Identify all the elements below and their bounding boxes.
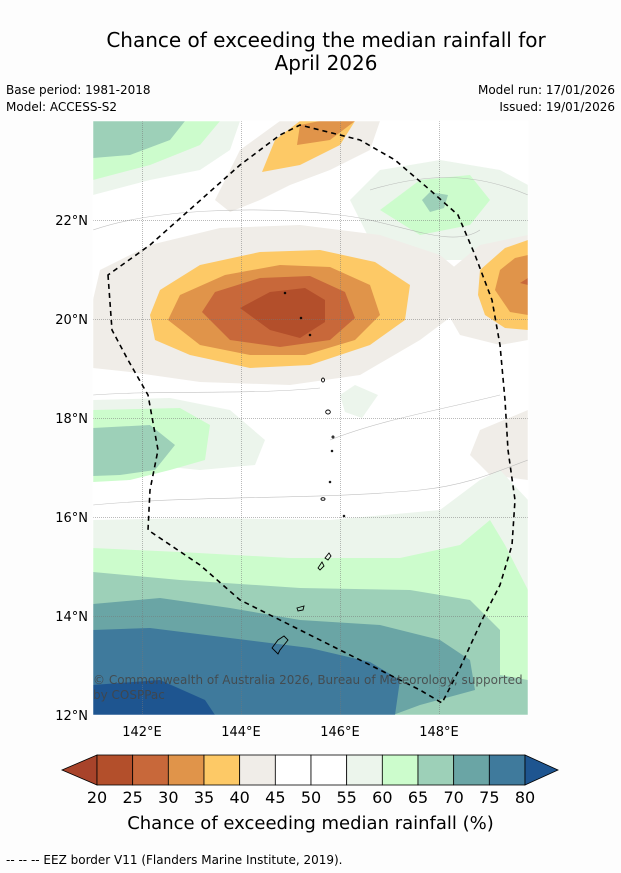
region-45-50-southeast <box>470 410 528 480</box>
eez-border <box>107 124 516 705</box>
copyright-notice: © Commonwealth of Australia 2026, Bureau… <box>93 673 523 702</box>
colorbar-tick-30: 30 <box>158 788 178 807</box>
colorbar-tick-20: 20 <box>87 788 107 807</box>
asuncion-island <box>308 333 312 337</box>
region-60-65-mid <box>340 385 378 418</box>
title-line-2: April 2026 <box>274 51 378 75</box>
colorbar-tick-35: 35 <box>194 788 214 807</box>
model-run: Model run: 17/01/2026 <box>477 83 615 97</box>
eez-footer-note: -- -- -- EEZ border V11 (Flanders Marine… <box>6 853 343 867</box>
grid-lines <box>93 121 528 715</box>
meta-left: Base period: 1981-2018 Model: ACCESS-S2 <box>6 82 151 116</box>
lat-label-20: 20°N <box>55 313 88 328</box>
alamagan-island <box>342 514 346 518</box>
colorbar-tick-60: 60 <box>372 788 392 807</box>
islands <box>271 291 346 655</box>
colorbar-bin-9 <box>417 754 455 786</box>
colorbar: 20 25 30 35 40 45 50 55 60 65 70 75 80 <box>60 754 559 807</box>
maug-island <box>299 316 303 320</box>
agrihan-island <box>321 377 325 383</box>
meta-right: Model run: 17/01/2026 Issued: 19/01/2026 <box>478 82 615 116</box>
region-20-25-center <box>240 288 325 338</box>
lon-label-146: 146°E <box>320 725 360 740</box>
saipan-island <box>324 552 332 561</box>
colorbar-tick-50: 50 <box>301 788 321 807</box>
guguan-island <box>328 480 332 484</box>
lat-label-14: 14°N <box>55 610 88 625</box>
lat-label-22: 22°N <box>55 214 88 229</box>
lon-labels: 142°E 144°E 146°E 148°E <box>122 725 459 740</box>
probability-map <box>93 121 528 715</box>
colorbar-tick-70: 70 <box>443 788 463 807</box>
lat-label-16: 16°N <box>55 511 88 526</box>
colorbar-bin-0 <box>96 754 134 786</box>
issued-date: Issued: 19/01/2026 <box>499 100 615 114</box>
colorbar-bin-11 <box>488 754 526 786</box>
colorbar-bin-3 <box>203 754 241 786</box>
pagan-island <box>325 409 331 415</box>
farallon-island <box>283 291 287 295</box>
base-period: Base period: 1981-2018 <box>6 83 151 97</box>
colorbar-tick-80: 80 <box>515 788 535 807</box>
rota-island <box>296 605 305 612</box>
region-25-30-east <box>520 278 528 285</box>
colorbar-tick-75: 75 <box>479 788 499 807</box>
colorbar-tick-45: 45 <box>265 788 285 807</box>
tinian-island <box>317 561 325 571</box>
region-70-75-east <box>422 192 448 212</box>
colorbar-label: Chance of exceeding median rainfall (%) <box>127 813 494 834</box>
colorbar-bin-1 <box>132 754 169 786</box>
map-title: Chance of exceeding the median rainfall … <box>0 29 621 75</box>
anatahan-island <box>331 435 335 439</box>
colorbar-bin-4 <box>239 754 276 786</box>
aguijan-island <box>320 497 326 501</box>
title-line-1: Chance of exceeding the median rainfall … <box>106 28 546 52</box>
sarigan-island <box>330 449 334 453</box>
colorbar-tick-40: 40 <box>229 788 249 807</box>
lat-label-12: 12°N <box>55 709 88 724</box>
lon-label-148: 148°E <box>419 725 459 740</box>
colorbar-extend-low <box>60 754 98 786</box>
colorbar-extend-high <box>524 754 559 786</box>
colorbar-bin-8 <box>381 754 419 786</box>
contour-lines <box>93 177 528 506</box>
model-name: Model: ACCESS-S2 <box>6 100 118 114</box>
region-30-35-east <box>495 255 528 315</box>
lon-label-142: 142°E <box>122 725 162 740</box>
colorbar-bin-5 <box>274 754 312 786</box>
colorbar-tick-25: 25 <box>122 788 142 807</box>
colorbar-bin-7 <box>346 754 383 786</box>
guam-island <box>271 635 289 655</box>
region-70-75-north <box>93 121 185 158</box>
colorbar-bin-6 <box>310 754 348 786</box>
colorbar-tick-65: 65 <box>408 788 428 807</box>
lat-labels: 22°N 20°N 18°N 16°N 14°N 12°N <box>55 214 88 724</box>
colorbar-tick-55: 55 <box>336 788 356 807</box>
map-frame <box>92 120 529 716</box>
colorbar-bin-10 <box>453 754 490 786</box>
region-85-plus-south <box>93 680 215 715</box>
colorbar-bin-2 <box>167 754 205 786</box>
lat-label-18: 18°N <box>55 412 88 427</box>
lon-label-144: 144°E <box>221 725 261 740</box>
region-70-75-west <box>93 425 175 476</box>
